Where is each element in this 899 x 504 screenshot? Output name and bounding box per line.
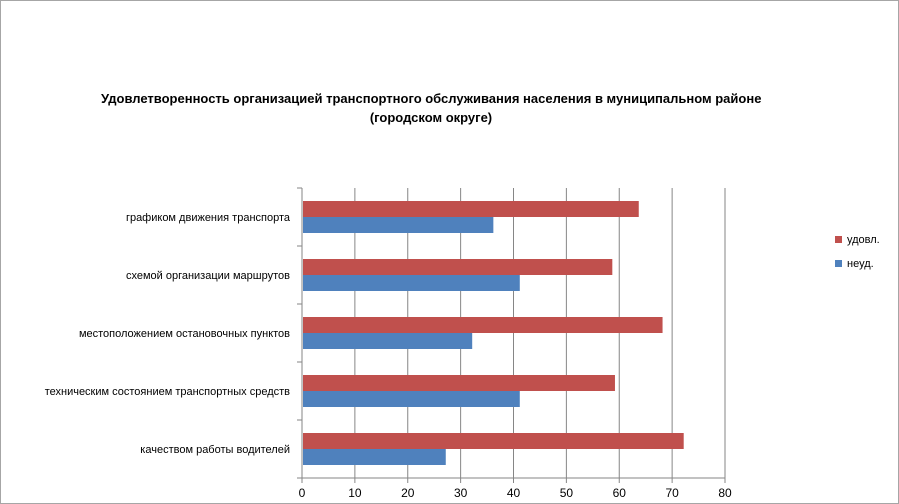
x-tick-label: 60 [613,486,627,500]
bar-udovl [303,259,613,275]
bar-neud [303,217,494,233]
chart-title: Удовлетворенность организацией транспорт… [101,89,761,127]
bar-neud [303,391,520,407]
chart-title-line-2: (городском округе) [369,110,493,125]
category-label: графиком движения транспорта [126,212,291,224]
category-label: местоположением остановочных пунктов [79,328,290,340]
legend-swatch [835,260,842,267]
bar-udovl [303,201,639,217]
bar-udovl [303,375,615,391]
bar-udovl [303,433,684,449]
legend-label: неуд. [847,258,874,270]
x-tick-label: 70 [665,486,679,500]
x-tick-label: 80 [718,486,732,500]
bar-neud [303,333,473,349]
x-tick-label: 10 [348,486,362,500]
x-tick-label: 50 [560,486,574,500]
x-tick-label: 30 [454,486,468,500]
x-tick-label: 0 [299,486,306,500]
bar-neud [303,449,446,465]
category-label: техническим состоянием транспортных сред… [45,386,290,398]
chart-title-line-1: Удовлетворенность организацией транспорт… [101,91,762,106]
bar-neud [303,275,520,291]
bar-udovl [303,317,663,333]
x-tick-label: 40 [507,486,521,500]
legend-label: удовл. [847,234,880,246]
legend-swatch [835,236,842,243]
category-label: схемой организации маршрутов [126,270,290,282]
x-tick-label: 20 [401,486,415,500]
category-label: качеством работы водителей [140,444,290,456]
